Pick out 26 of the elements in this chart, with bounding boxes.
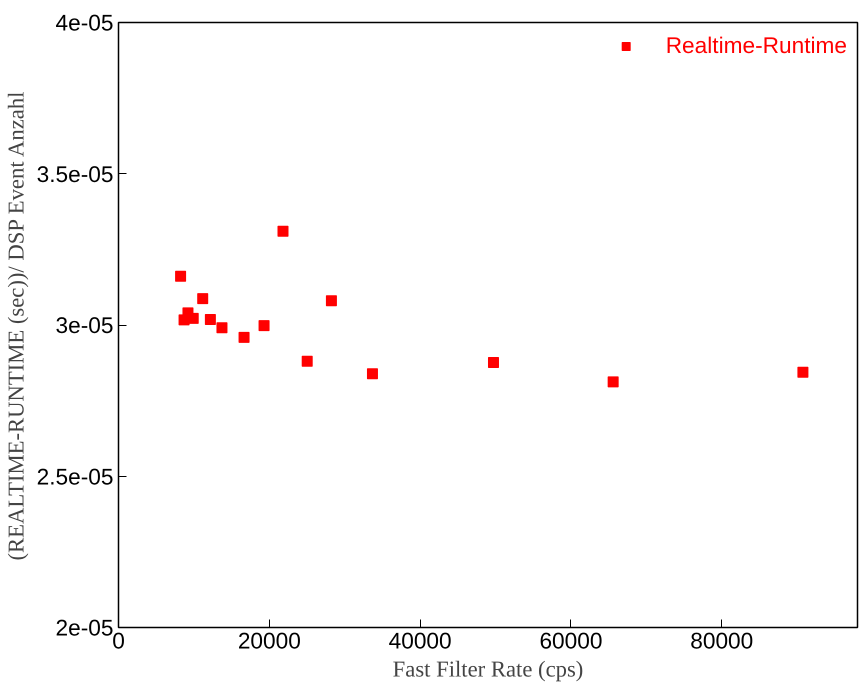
- y-axis-title: (REALTIME-RUNTIME (sec))/ DSP Event Anzahl: [4, 92, 29, 561]
- y-tick-label: 3e-05: [56, 312, 114, 338]
- point: [608, 376, 619, 388]
- point: [302, 356, 313, 367]
- x-tick-label: 60000: [539, 628, 602, 654]
- point: [258, 320, 270, 332]
- x-tick-label: 20000: [238, 628, 301, 654]
- y-tick-label: 2e-05: [56, 614, 114, 640]
- point: [204, 314, 216, 326]
- x-tick-label: 40000: [388, 628, 452, 654]
- point: [238, 332, 250, 343]
- x-tick-label: 0: [112, 628, 125, 654]
- point: [488, 357, 499, 368]
- point: [216, 322, 228, 334]
- y-tick-label: 4e-05: [56, 10, 114, 36]
- point: [797, 366, 808, 378]
- y-tick-label: 3.5e-05: [36, 160, 114, 187]
- x-axis-title: Fast Filter Rate (cps): [392, 656, 584, 682]
- point: [366, 368, 378, 380]
- x-tick-label: 80000: [690, 628, 754, 654]
- y-tick-label: 2.5e-05: [36, 463, 114, 490]
- point: [326, 295, 337, 306]
- point: [277, 226, 288, 237]
- point: [175, 270, 186, 282]
- point: [197, 293, 208, 304]
- legend-label: Realtime-Runtime: [666, 32, 847, 59]
